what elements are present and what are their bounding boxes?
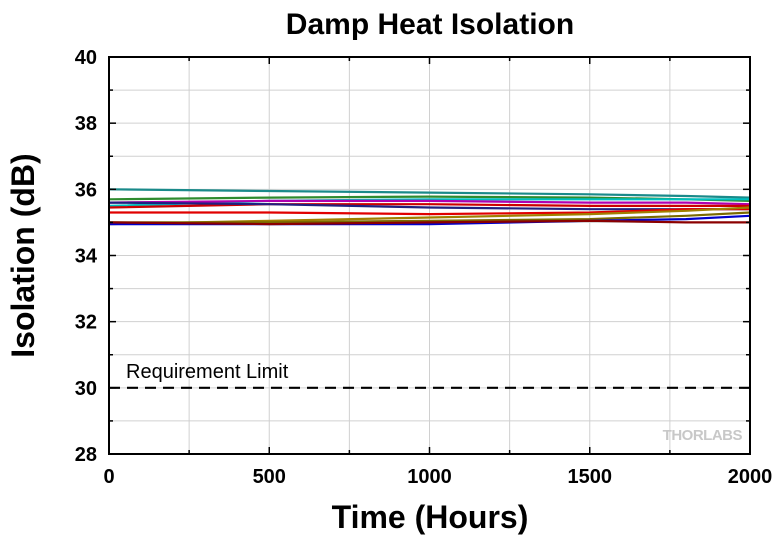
series-line-9 [109, 211, 751, 224]
requirement-limit: Requirement Limit [109, 361, 750, 389]
requirement-limit-label: Requirement Limit [126, 361, 289, 383]
y-tick-label: 32 [75, 312, 97, 334]
y-tick-label: 38 [75, 113, 97, 135]
y-tick-label: 40 [75, 47, 97, 69]
axis-ticks [108, 56, 751, 455]
series-line-1 [108, 188, 751, 199]
grid-lines [109, 57, 750, 454]
x-tick-label: 2000 [728, 466, 773, 488]
chart-title: Damp Heat Isolation [286, 8, 574, 41]
y-tick-label: 28 [75, 444, 97, 466]
x-tick-label: 0 [103, 466, 114, 488]
y-axis-label: Isolation (dB) [5, 153, 41, 357]
y-tick-label: 30 [75, 378, 97, 400]
x-tick-labels: 0 500 1000 1500 2000 [103, 466, 772, 488]
x-tick-label: 500 [253, 466, 286, 488]
series-line-4 [108, 199, 751, 206]
x-axis-label: Time (Hours) [332, 499, 529, 535]
y-tick-label: 36 [75, 179, 97, 201]
thorlabs-logo: THORLABS [663, 427, 743, 444]
x-tick-label: 1000 [407, 466, 452, 488]
x-tick-label: 1500 [568, 466, 613, 488]
data-series [108, 188, 751, 226]
y-tick-labels: 28 30 32 34 36 38 40 [75, 47, 98, 466]
y-tick-label: 34 [75, 246, 98, 268]
series-line-11 [108, 219, 750, 226]
